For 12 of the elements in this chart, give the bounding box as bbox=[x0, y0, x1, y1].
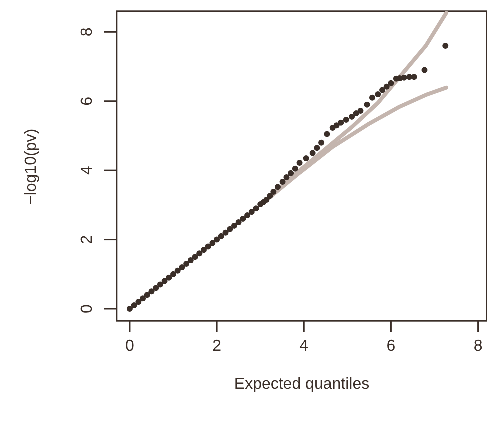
y-tick-label: 0 bbox=[79, 304, 96, 314]
x-tick-label: 0 bbox=[126, 338, 135, 355]
x-tick-label: 2 bbox=[212, 338, 222, 355]
y-axis-title: −log10(pv) bbox=[23, 128, 40, 206]
x-tick-label: 6 bbox=[386, 338, 396, 355]
x-tick-label: 8 bbox=[474, 338, 483, 355]
y-tick-label: 2 bbox=[79, 235, 96, 244]
x-tick-label: 4 bbox=[300, 338, 309, 355]
y-tick-label: 8 bbox=[79, 28, 96, 37]
x-axis-title: Expected quantiles bbox=[234, 376, 370, 393]
y-tick-label: 6 bbox=[79, 96, 96, 106]
y-tick-label: 4 bbox=[79, 166, 96, 176]
